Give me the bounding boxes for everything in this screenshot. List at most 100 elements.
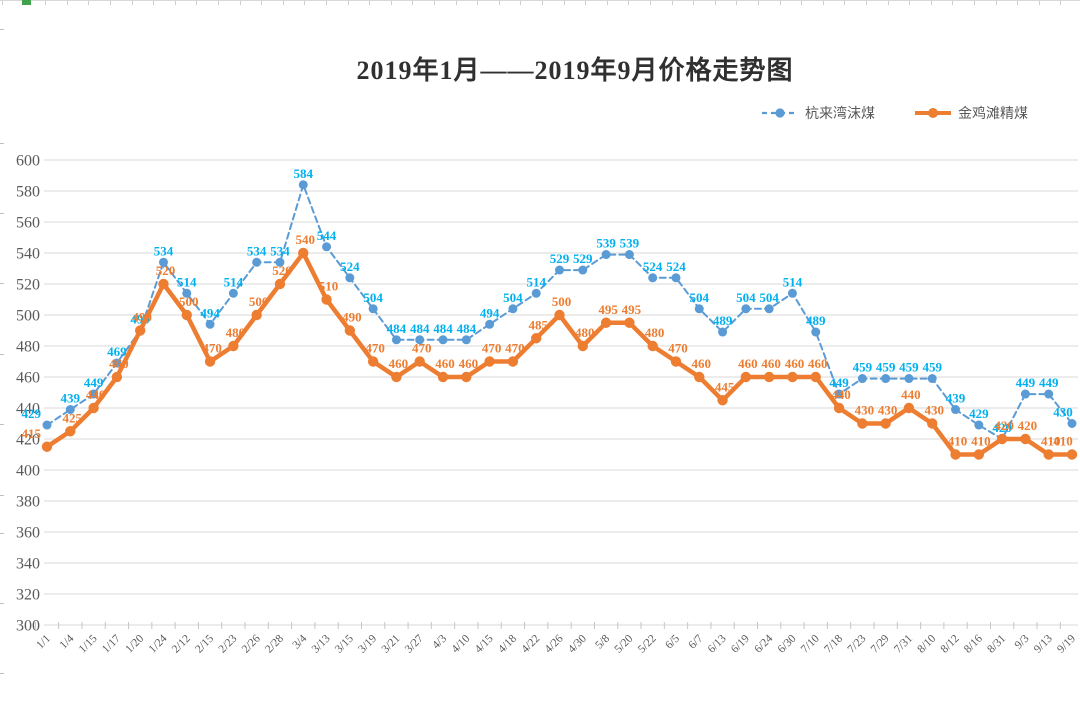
- x-axis-label: 2/26: [240, 632, 263, 655]
- x-axis-label: 8/12: [939, 632, 962, 655]
- sheet-column-tick: [2, 1, 3, 5]
- data-point: [485, 319, 495, 329]
- data-point: [670, 356, 682, 367]
- data-label: 430: [924, 403, 944, 418]
- x-axis-label: 9/19: [1055, 632, 1078, 655]
- x-axis-label: 5/22: [636, 632, 659, 655]
- data-point: [414, 356, 425, 367]
- sheet-column-tick: [758, 1, 759, 5]
- data-label: 529: [550, 251, 570, 266]
- data-label: 514: [783, 274, 803, 289]
- data-point: [1067, 419, 1077, 428]
- data-label: 430: [878, 403, 898, 418]
- sheet-column-tick: [779, 1, 781, 5]
- data-label: 449: [84, 375, 104, 390]
- data-point: [42, 420, 52, 430]
- x-axis-label: 8/10: [915, 632, 938, 655]
- legend-item-hanglaiwan: 杭来湾沫煤: [762, 103, 875, 123]
- data-point: [927, 418, 938, 429]
- data-label: 514: [177, 274, 197, 289]
- sheet-column-tick: [714, 1, 716, 5]
- data-point: [112, 358, 122, 368]
- data-point: [601, 250, 611, 260]
- data-label: 460: [761, 356, 781, 371]
- data-label: 460: [808, 356, 828, 371]
- sheet-column-tick: [196, 1, 198, 5]
- data-point: [391, 335, 401, 345]
- data-label: 539: [620, 236, 640, 251]
- data-point: [507, 356, 519, 367]
- sheet-column-tick: [844, 1, 846, 5]
- x-axis-label: 6/13: [706, 632, 729, 655]
- sheet-column-tick: [628, 1, 630, 5]
- data-point: [65, 405, 75, 415]
- data-label: 459: [853, 360, 873, 375]
- data-label: 500: [552, 294, 572, 309]
- data-point: [787, 371, 798, 383]
- x-axis-label: 1/1: [34, 632, 53, 651]
- x-axis-label: 9/13: [1032, 632, 1055, 655]
- data-label: 449: [1016, 375, 1036, 390]
- data-label: 460: [785, 356, 805, 371]
- x-axis-label: 4/18: [496, 632, 519, 655]
- x-axis-label: 2/23: [217, 632, 240, 655]
- data-label: 480: [226, 325, 246, 340]
- data-label: 470: [505, 341, 525, 356]
- data-label: 439: [946, 391, 966, 406]
- sheet-row-tick: [0, 283, 4, 284]
- data-point: [974, 420, 984, 430]
- data-label: 470: [412, 341, 432, 356]
- data-label: 540: [296, 232, 316, 247]
- data-point: [228, 288, 238, 298]
- x-axis-label: 4/30: [566, 632, 589, 655]
- x-axis-label: 3/13: [310, 632, 333, 655]
- data-point: [298, 180, 308, 190]
- sheet-column-tick: [455, 1, 457, 5]
- data-point: [181, 309, 192, 321]
- y-axis-label: 380: [16, 494, 40, 511]
- x-axis-label: 6/5: [663, 632, 682, 651]
- series-line-2: [44, 250, 1075, 457]
- sheet-column-tick: [153, 1, 155, 5]
- x-axis-label: 3/27: [403, 632, 426, 655]
- data-label: 410: [1053, 434, 1073, 449]
- data-label: 495: [598, 302, 618, 317]
- y-axis-label: 540: [16, 246, 40, 263]
- sheet-column-tick: [369, 1, 371, 5]
- data-label: 420: [994, 418, 1014, 433]
- sheet-row-tick: [0, 495, 4, 496]
- x-axis-label: 4/26: [543, 632, 566, 655]
- x-axis-label: 4/3: [430, 632, 449, 651]
- x-axis-label: 1/15: [77, 632, 100, 655]
- sheet-row-tick: [0, 603, 4, 604]
- data-label: 420: [1018, 418, 1038, 433]
- data-label: 460: [389, 356, 409, 371]
- legend-label-jinjitan: 金鸡滩精煤: [958, 107, 1028, 122]
- y-axis-label: 580: [16, 184, 40, 201]
- data-label: 485: [528, 317, 548, 332]
- sheet-column-tick: [131, 1, 133, 5]
- sheet-column-tick: [1060, 1, 1062, 5]
- data-label: 489: [806, 313, 826, 328]
- data-point: [741, 304, 751, 314]
- data-label: 544: [317, 228, 337, 243]
- data-point: [437, 371, 449, 383]
- x-axis-label: 6/7: [687, 632, 706, 651]
- sheet-column-tick: [909, 1, 911, 5]
- sheet-column-tick: [326, 1, 327, 5]
- data-label: 460: [459, 356, 479, 371]
- data-point: [205, 319, 215, 329]
- data-label: 460: [109, 356, 129, 371]
- dashed-line-marker-icon: [762, 108, 798, 118]
- sheet-column-tick: [347, 1, 349, 5]
- data-point: [996, 433, 1008, 445]
- data-label: 529: [573, 251, 593, 266]
- data-point: [880, 418, 891, 429]
- y-axis-label: 520: [16, 277, 40, 294]
- data-point: [298, 247, 309, 259]
- data-point: [857, 374, 867, 384]
- data-point: [322, 242, 332, 252]
- data-point: [251, 309, 262, 321]
- data-label: 410: [948, 434, 968, 449]
